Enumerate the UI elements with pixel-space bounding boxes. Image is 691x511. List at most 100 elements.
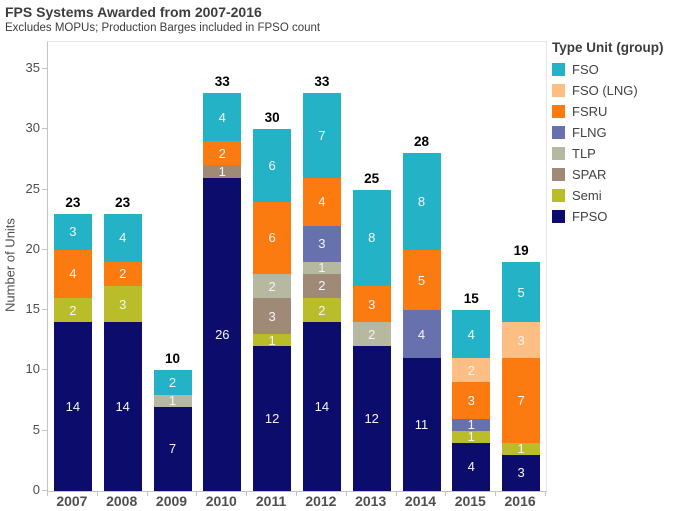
bar-segment-fsru-2016[interactable]: 7 <box>502 358 541 443</box>
bar-segment-fpso-2013[interactable]: 12 <box>352 346 391 491</box>
bar-2011: 6 6 2 3 1 12 <box>253 129 292 491</box>
total-label-2015: 15 <box>463 291 479 307</box>
bar-segment-tlp-2013[interactable]: 2 <box>352 322 391 347</box>
legend-item-tlp[interactable]: TLP <box>552 143 663 164</box>
bar-segment-fsru-2007[interactable]: 4 <box>53 249 92 299</box>
bar-segment-fso-2015[interactable]: 4 <box>452 310 491 359</box>
y-tick-label: 0 <box>32 482 40 497</box>
total-label-2016: 19 <box>513 242 529 258</box>
chart-title: FPS Systems Awarded from 2007-2016 <box>5 4 262 20</box>
legend: Type Unit (group) FSO FSO (LNG) FSRU FLNG TL… <box>552 40 663 227</box>
x-tick-mark <box>47 491 48 496</box>
x-category-label-2007: 2007 <box>56 493 88 509</box>
bar-2012: 7 4 3 1 2 2 14 <box>302 93 341 491</box>
total-label-2013: 25 <box>364 170 380 186</box>
y-tick-mark <box>42 128 47 130</box>
y-tick-mark <box>42 248 47 250</box>
total-label-2014: 28 <box>413 134 429 150</box>
legend-swatch-fso-lng <box>552 84 565 97</box>
bar-segment-fsru-2013[interactable]: 3 <box>352 286 391 323</box>
bar-segment-fso-2016[interactable]: 5 <box>502 261 541 323</box>
y-tick-label: 25 <box>25 180 40 196</box>
bar-segment-semi-2012[interactable]: 2 <box>302 298 341 323</box>
legend-item-spar[interactable]: SPAR <box>552 164 663 185</box>
legend-title: Type Unit (group) <box>552 40 664 55</box>
bar-segment-fpso-2009[interactable]: 7 <box>153 406 192 491</box>
bar-segment-fsru-2011[interactable]: 6 <box>253 201 292 274</box>
legend-swatch-fpso <box>552 210 565 223</box>
bar-segment-flng-2012[interactable]: 3 <box>302 225 341 262</box>
legend-item-fpso[interactable]: FPSO <box>552 206 663 227</box>
legend-swatch-spar <box>552 168 565 181</box>
x-category-label-2012: 2012 <box>305 493 337 509</box>
bar-segment-fpso-2016[interactable]: 3 <box>502 454 541 491</box>
bar-segment-fso-2008[interactable]: 4 <box>103 213 142 262</box>
bar-segment-fso-2013[interactable]: 8 <box>352 189 391 287</box>
bar-segment-fsru-2012[interactable]: 4 <box>302 177 341 226</box>
y-tick-label: 30 <box>25 120 40 136</box>
legend-item-fso-lng[interactable]: FSO (LNG) <box>552 80 663 101</box>
bar-segment-tlp-2012[interactable]: 1 <box>302 260 341 275</box>
bar-segment-spar-2012[interactable]: 2 <box>302 273 341 299</box>
bar-segment-semi-2007[interactable]: 2 <box>53 298 92 323</box>
bar-segment-fso-2007[interactable]: 3 <box>53 213 92 250</box>
bar-segment-fsru-2014[interactable]: 5 <box>402 249 441 311</box>
legend-swatch-semi <box>552 189 565 202</box>
bar-segment-flng-2014[interactable]: 4 <box>402 310 441 359</box>
bar-segment-fpso-2010[interactable]: 26 <box>203 177 242 491</box>
bar-segment-semi-2016[interactable]: 1 <box>502 441 541 456</box>
bar-segment-tlp-2009[interactable]: 1 <box>153 393 192 408</box>
bar-segment-fsru-2010[interactable]: 2 <box>203 141 242 166</box>
total-label-2008: 23 <box>115 194 131 210</box>
bar-2014: 8 5 4 11 <box>402 153 441 491</box>
y-tick-mark <box>42 188 47 190</box>
x-tick-mark <box>96 491 98 496</box>
bar-segment-semi-2015[interactable]: 1 <box>452 429 491 444</box>
bar-segment-fpso-2007[interactable]: 14 <box>53 322 92 491</box>
bar-segment-fpso-2015[interactable]: 4 <box>452 442 491 491</box>
legend-item-semi[interactable]: Semi <box>552 185 663 206</box>
bar-segment-spar-2010[interactable]: 1 <box>203 164 242 179</box>
bar-segment-fpso-2008[interactable]: 14 <box>103 322 142 491</box>
x-category-label-2009: 2009 <box>155 493 188 509</box>
legend-swatch-fsru <box>552 105 565 118</box>
y-tick-label: 5 <box>32 421 40 437</box>
x-category-label-2016: 2016 <box>504 493 536 509</box>
bar-segment-fpso-2014[interactable]: 11 <box>402 358 441 491</box>
y-tick-mark <box>42 369 47 371</box>
x-tick-mark <box>296 491 297 496</box>
bar-segment-fso-2009[interactable]: 2 <box>153 370 192 395</box>
bar-segment-fso-lng-2015[interactable]: 2 <box>452 358 491 383</box>
legend-label-flng: FLNG <box>572 125 607 140</box>
bar-segment-semi-2008[interactable]: 3 <box>103 286 142 323</box>
y-tick-label: 20 <box>25 240 40 256</box>
bar-segment-fso-2010[interactable]: 4 <box>203 93 242 142</box>
plot-area: 3 4 2 14 23 4 2 3 14 23 2 1 7 10 4 2 1 26 33 6 6 2 3 1 12 30 7 4 3 1 2… <box>47 41 547 492</box>
bar-segment-fsru-2015[interactable]: 3 <box>452 382 491 419</box>
y-tick-label: 35 <box>25 60 40 75</box>
bar-segment-fso-lng-2016[interactable]: 3 <box>502 322 541 359</box>
bar-segment-fso-2014[interactable]: 8 <box>402 153 441 250</box>
bar-segment-flng-2015[interactable]: 1 <box>452 417 491 432</box>
x-tick-mark <box>146 491 148 496</box>
legend-item-fsru[interactable]: FSRU <box>552 101 663 122</box>
legend-label-fso-lng: FSO (LNG) <box>572 83 638 98</box>
legend-item-fso[interactable]: FSO <box>552 59 663 80</box>
legend-item-flng[interactable]: FLNG <box>552 122 663 143</box>
bar-segment-fpso-2012[interactable]: 14 <box>302 322 341 491</box>
bar-segment-fsru-2008[interactable]: 2 <box>103 261 142 287</box>
total-label-2010: 33 <box>214 74 230 90</box>
bar-segment-fso-2011[interactable]: 6 <box>253 129 292 202</box>
bar-segment-tlp-2011[interactable]: 2 <box>253 273 292 299</box>
bar-segment-fso-2012[interactable]: 7 <box>302 93 341 178</box>
legend-label-semi: Semi <box>572 188 602 203</box>
x-category-label-2014: 2014 <box>404 493 437 509</box>
bar-segment-fpso-2011[interactable]: 12 <box>253 346 292 491</box>
y-tick-mark <box>42 309 47 311</box>
bar-segment-semi-2011[interactable]: 1 <box>253 333 292 348</box>
bar-segment-spar-2011[interactable]: 3 <box>253 298 292 335</box>
x-tick-mark <box>246 491 248 496</box>
legend-label-fsru: FSRU <box>572 104 608 119</box>
legend-items: FSO FSO (LNG) FSRU FLNG TLP SPAR Semi FPSO <box>552 59 663 227</box>
